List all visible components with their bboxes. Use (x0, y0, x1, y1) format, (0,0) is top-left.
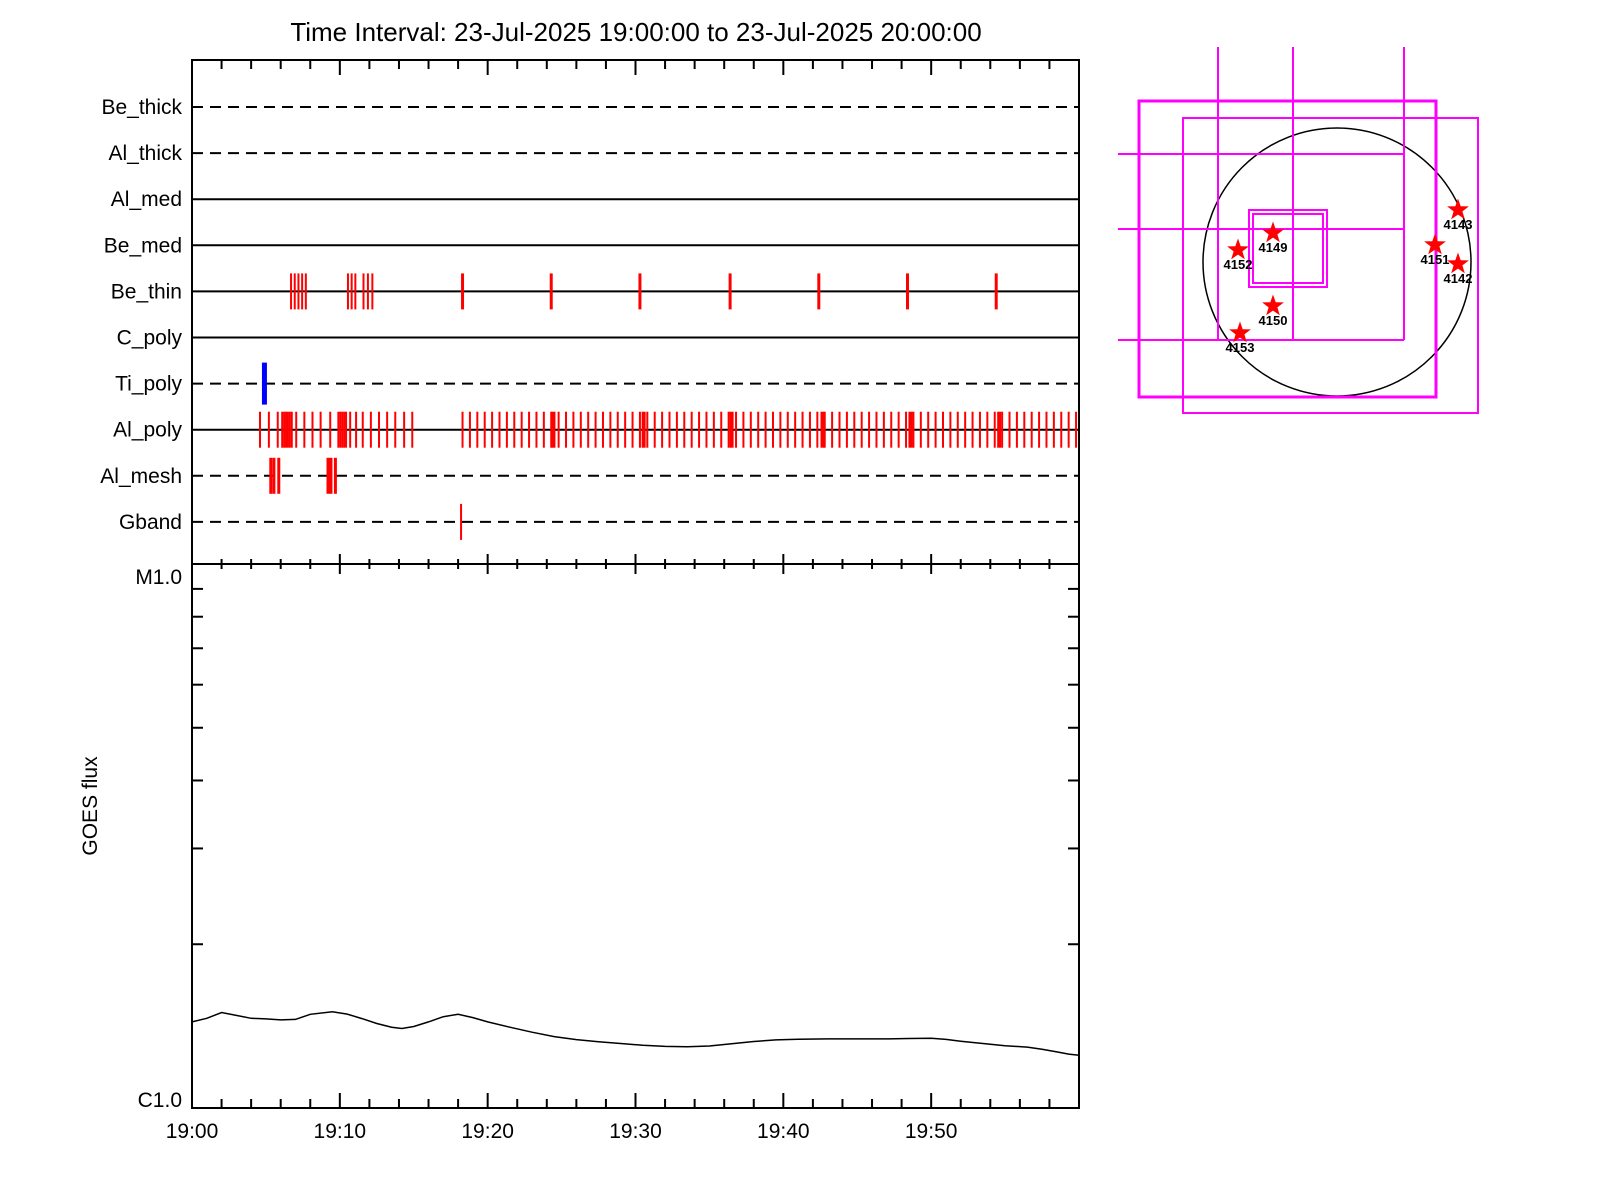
goes-panel-border (191, 563, 1080, 1109)
filter-row-label: C_poly (117, 327, 183, 350)
pointing-star-label: 4142 (1444, 271, 1473, 286)
filter-row-label: Be_thick (101, 96, 182, 119)
filter-timeline-panel: Be_thick Al_thick Al_med Be_med Be_thin C_pol… (100, 59, 1080, 574)
chart-title: Time Interval: 23-Jul-2025 19:00:00 to 2… (290, 17, 981, 47)
filter-row-label: Al_mesh (100, 465, 182, 488)
x-tick-label: 19:40 (757, 1120, 810, 1143)
pointing-star-label: 4152 (1224, 257, 1253, 272)
pointing-star (1227, 238, 1249, 260)
x-tick-label: 19:50 (905, 1120, 958, 1143)
x-tick-label: 19:10 (314, 1120, 367, 1143)
filter-row-label: Ti_poly (115, 373, 182, 396)
x-tick-label: 19:20 (461, 1120, 514, 1143)
pointing-star-label: 4150 (1259, 313, 1288, 328)
x-tick-label: 19:00 (166, 1120, 219, 1143)
goes-y-top-label: M1.0 (135, 566, 182, 589)
filter-row-label: Be_thin (111, 280, 182, 303)
pointing-star (1262, 221, 1284, 243)
pointing-star-label: 4149 (1259, 240, 1288, 255)
goes-flux-panel: M1.0 C1.0 GOES flux 19:00 19:10 19:20 19:30 19:… (79, 563, 1080, 1143)
solar-pointing-map: 4149 4152 4150 4153 4143 4151 4142 (1118, 47, 1479, 414)
filter-row-label: Gband (119, 511, 182, 534)
pointing-star (1229, 321, 1251, 343)
x-tick-label: 19:30 (609, 1120, 662, 1143)
filter-row-label: Al_poly (113, 419, 182, 442)
pointing-star-label: 4151 (1421, 252, 1450, 267)
pointing-star-label: 4153 (1226, 340, 1255, 355)
fov-box (1248, 209, 1328, 288)
pointing-star (1424, 233, 1446, 255)
filter-row-label: Al_thick (108, 142, 182, 165)
goes-y-bottom-label: C1.0 (138, 1089, 182, 1112)
goes-flux-curve (191, 1010, 1080, 1057)
filter-panel-border (191, 59, 1080, 565)
fov-box (1182, 117, 1479, 414)
filter-row-label: Al_med (111, 188, 182, 211)
fov-box (1252, 213, 1324, 284)
pointing-star (1447, 252, 1469, 274)
goes-ylabel: GOES flux (79, 756, 102, 856)
pointing-star-label: 4143 (1444, 217, 1473, 232)
pointing-star (1447, 198, 1469, 220)
filter-row-label: Be_med (104, 234, 182, 257)
pointing-star (1262, 294, 1284, 316)
